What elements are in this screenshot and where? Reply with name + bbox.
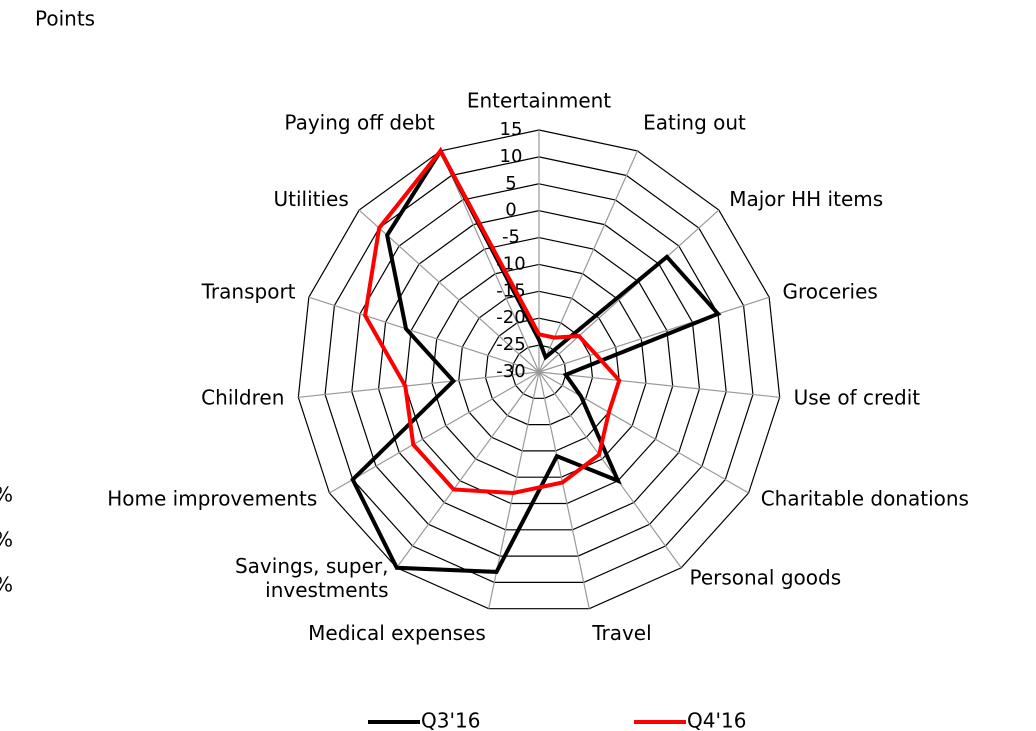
spoke — [538, 371, 749, 494]
spoke — [538, 296, 770, 373]
r-tick-label: 10 — [500, 146, 523, 167]
cutoff-label: % — [0, 528, 13, 552]
r-tick-label: -20 — [496, 307, 525, 328]
category-label: Entertainment — [467, 89, 611, 113]
grid-ring — [351, 183, 727, 557]
grid-ring — [324, 156, 754, 584]
r-tick-label: 5 — [505, 173, 516, 194]
spoke — [538, 371, 780, 398]
spoke — [538, 371, 682, 569]
category-label: Transport — [201, 279, 296, 303]
series-line — [350, 146, 722, 574]
series-line — [363, 147, 622, 495]
spoke — [329, 371, 540, 494]
grid-ring — [297, 129, 781, 610]
category-label: Use of credit — [794, 385, 921, 409]
grid-ring — [377, 210, 701, 531]
cutoff-label: % — [0, 483, 13, 507]
category-label: Paying off debt — [284, 111, 435, 135]
grid-ring — [431, 263, 647, 478]
category-label: Groceries — [782, 279, 877, 303]
legend-label: Q3'16 — [421, 709, 480, 731]
category-label: Personal goods — [689, 566, 841, 590]
category-label: Children — [201, 385, 284, 409]
category-label: Savings, super, investments — [235, 554, 389, 602]
r-tick-label: 15 — [500, 119, 523, 140]
spoke — [538, 371, 590, 609]
r-tick-label: -30 — [496, 361, 525, 382]
spoke — [538, 209, 720, 373]
grid-ring — [484, 317, 594, 426]
spoke — [396, 371, 540, 569]
r-tick-label: 0 — [505, 200, 516, 221]
legend-label: Q4'16 — [687, 709, 746, 731]
category-label: Medical expenses — [308, 621, 486, 645]
category-label: Major HH items — [729, 187, 883, 211]
axis-label: Points — [35, 7, 95, 31]
category-label: Utilities — [273, 187, 348, 211]
category-label: Charitable donations — [761, 487, 969, 511]
spoke — [538, 150, 638, 373]
spoke — [298, 371, 540, 398]
category-label: Home improvements — [107, 487, 317, 511]
grid-ring — [511, 344, 567, 399]
grid-ring — [458, 290, 620, 452]
r-tick-label: -5 — [502, 227, 520, 248]
cutoff-label: % — [0, 573, 13, 597]
spoke — [440, 150, 540, 373]
spoke — [308, 296, 540, 373]
category-label: Eating out — [643, 111, 746, 135]
category-label: Travel — [591, 621, 651, 645]
grid-ring — [404, 236, 674, 505]
r-tick-label: -25 — [496, 334, 525, 355]
